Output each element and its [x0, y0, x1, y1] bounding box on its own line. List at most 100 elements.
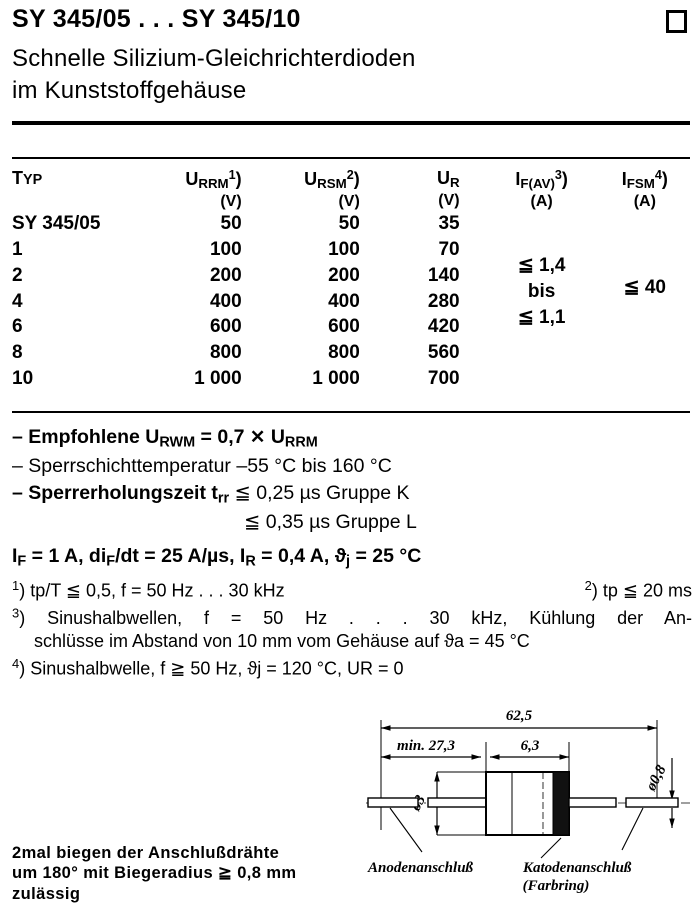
note-item-junction-temperature: – Sperrschichttemperatur –55 °C bis 160 …	[12, 455, 392, 478]
column-header-urrm: URRM1) (V)	[145, 168, 263, 211]
cell-typ: 1	[12, 239, 23, 261]
unit-if-av: (A)	[530, 193, 553, 211]
cathode-colour-band	[552, 771, 570, 836]
diode-outline-svg: 62,5 min. 27,3 6,3 ø3	[366, 708, 690, 894]
leader-lines	[389, 807, 644, 859]
cell-ursm: 1 000	[312, 367, 360, 389]
cell-typ: 4	[12, 290, 23, 312]
cell-ursm: 600	[328, 316, 360, 338]
dimension-body-length: 6,3	[490, 738, 569, 760]
note-item-recommended: – Empfohlene URWM = 0,7 ✕ URRM	[12, 426, 318, 451]
dimension-body-length-label: 6,3	[521, 738, 540, 754]
unit-urrm: (V)	[220, 193, 242, 211]
note-item-recovery-time-group-l: ≦ 0,35 µs Gruppe L	[244, 511, 417, 534]
cathode-lead	[568, 797, 679, 808]
cell-if-av-span: ≦ 1,4 bis ≦ 1,1	[484, 211, 600, 391]
footnote-3-line-1: 3) Sinushalbwellen, f = 50 Hz . . . 30 k…	[12, 605, 692, 628]
footnote-1-text: tp/T ≦ 0,5, f = 50 Hz . . . 30 kHz	[30, 580, 285, 601]
table-header: TYP URRM1) (V) URSM2) (V) UR (V) IF(AV)3…	[12, 168, 690, 211]
footnote-3-line-2: schlüsse im Abstand von 10 mm vom Gehäus…	[34, 631, 530, 651]
cell-ur: 70	[438, 239, 460, 261]
empty-square-icon	[666, 10, 687, 33]
page-title: SY 345/05 . . . SY 345/10	[12, 5, 301, 33]
cell-urrm: 600	[209, 316, 242, 338]
bending-note-line-3: zulässig	[12, 884, 81, 903]
divider-table-top	[12, 157, 690, 159]
cell-typ: 6	[12, 316, 23, 338]
specification-table: TYP URRM1) (V) URSM2) (V) UR (V) IF(AV)3…	[12, 168, 690, 391]
cell-typ: 10	[12, 367, 34, 389]
cell-ur: 140	[427, 264, 460, 286]
table-header-row: TYP URRM1) (V) URSM2) (V) UR (V) IF(AV)3…	[12, 168, 690, 211]
subtitle-line-2: im Kunststoffgehäuse	[12, 76, 247, 104]
dimension-lead-min-label: min. 27,3	[397, 738, 455, 754]
table-row: 6 600 600 420	[12, 314, 690, 340]
footnote-1: 1) tp/T ≦ 0,5, f = 50 Hz . . . 30 kHz	[12, 578, 285, 601]
cell-ursm: 100	[328, 239, 360, 261]
footnote-4-text: Sinushalbwelle, f ≧ 50 Hz, ϑj = 120 °C, …	[30, 658, 404, 679]
cell-urrm: 1 000	[194, 367, 242, 389]
cell-ur: 700	[427, 367, 460, 389]
column-header-ifsm: IFSM4) (A)	[600, 168, 690, 211]
ifsm-line-1: ≦ 40	[623, 277, 666, 299]
notes-list: – Empfohlene URWM = 0,7 ✕ URRM – Sperrsc…	[12, 424, 690, 536]
table-row: 8 800 800 560	[12, 340, 690, 366]
anode-label: Anodenanschluß	[367, 860, 474, 876]
table-row: 1 100 100 70	[12, 237, 690, 263]
cell-typ: SY 345/05	[12, 213, 101, 235]
if-av-line-1: ≦ 1,4	[517, 255, 566, 277]
cell-ursm: 400	[328, 290, 360, 312]
footnote-2: 2) tp ≦ 20 ms	[584, 578, 692, 601]
cell-ur: 35	[438, 213, 460, 235]
unit-ursm: (V)	[338, 193, 360, 211]
diode-body	[485, 771, 570, 836]
dimension-lead-min: min. 27,3	[381, 738, 481, 760]
footnote-row-1-2: 1) tp/T ≦ 0,5, f = 50 Hz . . . 30 kHz 2)…	[12, 578, 692, 603]
bending-note-line-1: 2mal biegen der Anschlußdrähte	[12, 844, 280, 862]
cell-ursm: 50	[338, 213, 360, 235]
cathode-label: Katodenanschluß	[522, 860, 632, 876]
cell-ifsm-span: ≦ 40	[600, 211, 690, 391]
table-body: SY 345/05 50 50 35 ≦ 1,4 bis ≦ 1,1 ≦ 40 …	[12, 211, 690, 391]
footnotes-block: 1) tp/T ≦ 0,5, f = 50 Hz . . . 30 kHz 2)…	[12, 578, 692, 684]
page-subtitle: Schnelle Silizium-Gleichrichterdioden im…	[12, 43, 416, 107]
footnote-2-text: tp ≦ 20 ms	[602, 580, 692, 601]
table-row: 2 200 200 140	[12, 263, 690, 289]
divider-top	[12, 121, 690, 125]
subtitle-line-1: Schnelle Silizium-Gleichrichterdioden	[12, 45, 416, 72]
table-row: 10 1 000 1 000 700	[12, 366, 690, 392]
cell-ur: 420	[427, 316, 460, 338]
if-av-line-3: ≦ 1,1	[517, 306, 566, 328]
bending-note: 2mal biegen der Anschlußdrähte um 180° m…	[12, 843, 297, 904]
cell-urrm: 100	[209, 239, 242, 261]
if-av-line-2: bis	[527, 281, 556, 303]
cell-urrm: 50	[220, 213, 242, 235]
table-row: SY 345/05 50 50 35 ≦ 1,4 bis ≦ 1,1 ≦ 40	[12, 211, 690, 327]
header-row: SY 345/05 . . . SY 345/10	[12, 6, 690, 33]
measurement-conditions: IF = 1 A, diF/dt = 25 A/µs, IR = 0,4 A, …	[12, 545, 422, 570]
bending-note-line-2: um 180° mit Biegeradius ≧ 0,8 mm	[12, 864, 297, 883]
divider-table-bottom	[12, 411, 690, 413]
footnote-3: 3) Sinushalbwellen, f = 50 Hz . . . 30 k…	[12, 606, 692, 654]
cell-ur: 560	[427, 342, 460, 363]
note-item-recovery-time: – Sperrerholungszeit trr ≦ 0,25 µs Grupp…	[12, 481, 410, 507]
column-header-if-av: IF(AV)3) (A)	[484, 168, 600, 211]
cell-ursm: 200	[328, 264, 360, 286]
table-row: 4 400 400 280	[12, 289, 690, 315]
cell-typ: 8	[12, 342, 23, 363]
cell-ur: 280	[427, 290, 460, 312]
dimension-lead-diameter: ø0,8	[643, 758, 675, 828]
unit-ifsm: (A)	[633, 193, 656, 211]
column-header-typ: TYP	[12, 168, 43, 188]
column-header-ur: UR (V)	[382, 168, 484, 211]
package-outline-drawing: 62,5 min. 27,3 6,3 ø3	[360, 700, 700, 920]
cell-ursm: 800	[328, 342, 360, 363]
dimension-lead-diameter-label: ø0,8	[643, 762, 670, 794]
cathode-sublabel: (Farbring)	[523, 878, 590, 894]
column-header-ursm: URSM2) (V)	[264, 168, 382, 211]
cell-urrm: 800	[209, 342, 242, 363]
footnote-4: 4) Sinushalbwelle, f ≧ 50 Hz, ϑj = 120 °…	[12, 656, 404, 679]
dimension-total: 62,5	[381, 708, 657, 731]
unit-ur: (V)	[438, 192, 460, 210]
